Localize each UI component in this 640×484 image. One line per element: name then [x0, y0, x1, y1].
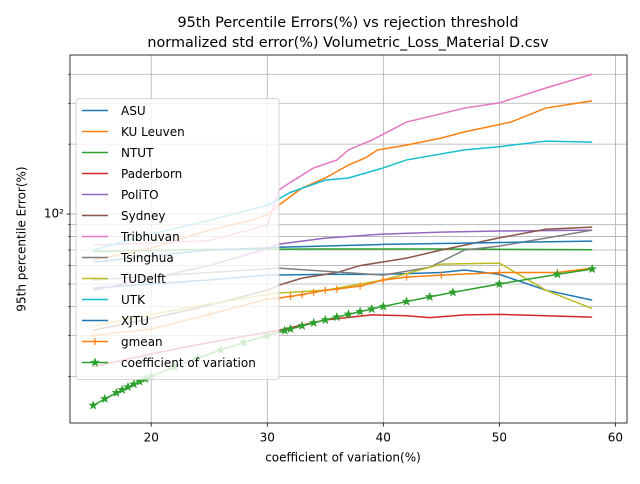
legend-label: NTUT [121, 146, 154, 160]
marker [88, 400, 99, 410]
legend-label: XJTU [121, 314, 149, 328]
marker [128, 379, 139, 389]
chart-title: normalized std error(%) Volumetric_Loss_… [147, 35, 549, 51]
marker [123, 381, 134, 392]
marker [286, 292, 294, 300]
marker [333, 285, 341, 293]
y-tick-label: 10² [44, 207, 64, 221]
x-tick-label: 50 [492, 431, 507, 445]
marker [378, 301, 389, 311]
marker [355, 306, 366, 316]
marker [285, 323, 296, 334]
x-axis-label: coefficient of variation(%) [265, 451, 421, 465]
legend-label: TUDelft [120, 272, 166, 286]
legend-marker [89, 357, 101, 367]
marker [297, 320, 308, 331]
legend-label: UTK [121, 293, 146, 307]
marker [495, 269, 503, 277]
marker [403, 273, 411, 281]
marker [111, 387, 122, 398]
legend-label: Paderborn [121, 167, 182, 181]
marker [587, 263, 598, 274]
marker [552, 269, 563, 279]
marker [320, 314, 331, 325]
legend-label: ASU [121, 104, 146, 118]
legend-box [75, 98, 280, 380]
x-tick-label: 40 [376, 431, 391, 445]
x-tick-label: 60 [608, 431, 623, 445]
legend-label: PoliTO [121, 188, 159, 202]
legend-label: Tribhuvan [120, 230, 180, 244]
marker [366, 303, 377, 314]
marker [134, 376, 145, 386]
marker [494, 278, 505, 289]
marker [343, 309, 354, 319]
marker [379, 276, 387, 284]
marker [117, 384, 128, 395]
marker [331, 311, 342, 322]
marker [356, 282, 364, 290]
legend-label: Sydney [121, 209, 165, 223]
legend-label: KU Leuven [121, 125, 185, 139]
legend-marker [91, 338, 99, 345]
marker [310, 288, 318, 296]
y-axis-label: 95th percentile Error(%) [15, 166, 29, 311]
legend-label: gmean [121, 335, 163, 349]
x-tick-label: 20 [144, 431, 159, 445]
chart-title: 95th Percentile Errors(%) vs rejection t… [178, 15, 519, 31]
axes-frame [69, 54, 628, 424]
legend-label: coefficient of variation [121, 356, 256, 370]
marker [424, 291, 435, 302]
marker [99, 393, 110, 404]
marker [437, 271, 445, 279]
marker [401, 296, 412, 306]
marker [447, 287, 458, 297]
marker [298, 291, 306, 299]
marker [321, 286, 329, 294]
marker [308, 317, 319, 328]
legend-label: Tsinghua [120, 251, 174, 265]
x-tick-label: 30 [260, 431, 275, 445]
